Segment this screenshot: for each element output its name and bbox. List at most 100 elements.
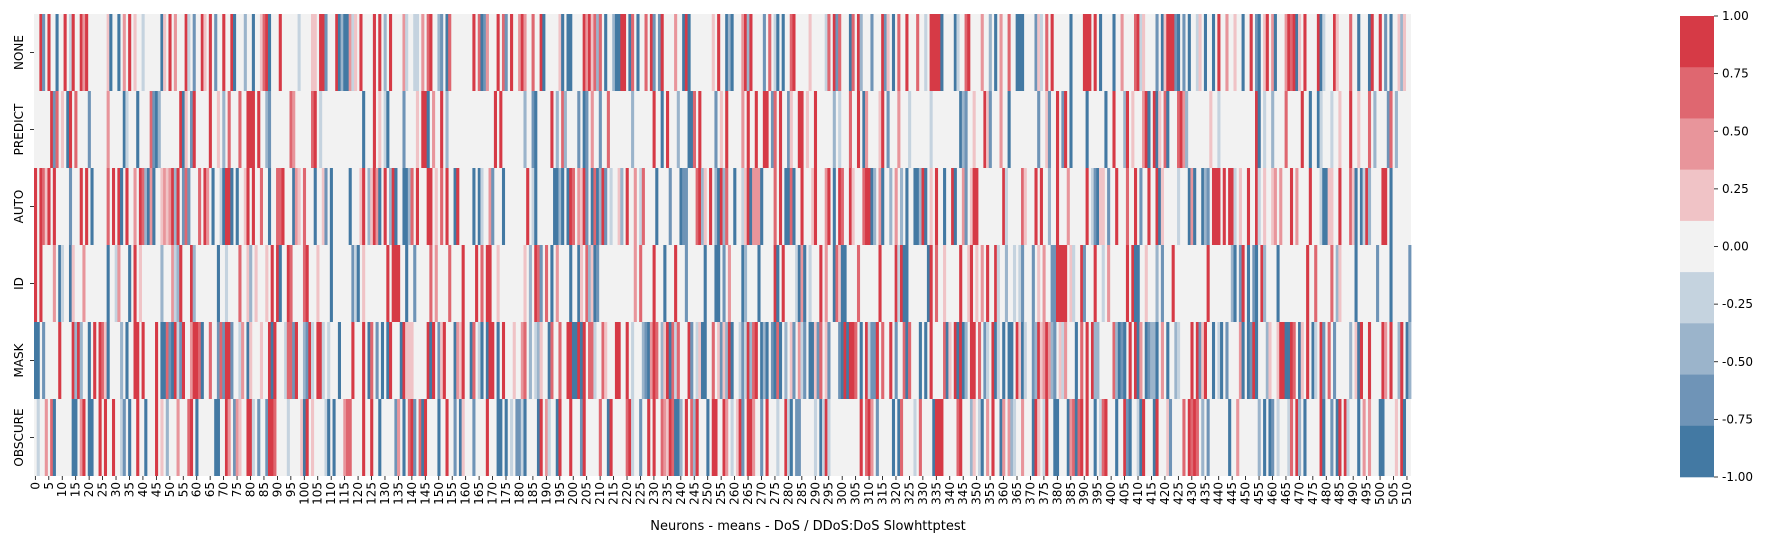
heatmap-cell bbox=[52, 399, 56, 476]
heatmap-cell bbox=[1160, 168, 1164, 245]
heatmap-cell bbox=[85, 168, 89, 245]
heatmap-cell bbox=[324, 168, 328, 245]
heatmap-cell bbox=[1268, 322, 1272, 399]
heatmap-cell bbox=[789, 14, 793, 91]
heatmap-cell bbox=[579, 245, 584, 322]
x-tick-label: 485 bbox=[1333, 482, 1347, 505]
heatmap-cell bbox=[1080, 245, 1084, 322]
heatmap-cell bbox=[657, 14, 662, 91]
heatmap-cell bbox=[1139, 14, 1143, 91]
heatmap-cell bbox=[1370, 14, 1374, 91]
heatmap-cell bbox=[614, 14, 619, 91]
heatmap-cell bbox=[1090, 322, 1095, 399]
heatmap-cell bbox=[181, 322, 186, 399]
heatmap-cell bbox=[727, 245, 731, 322]
heatmap-cell bbox=[867, 399, 871, 476]
heatmap-cell bbox=[606, 91, 610, 168]
heatmap-cell bbox=[1034, 168, 1038, 245]
heatmap-cell bbox=[289, 91, 293, 168]
heatmap-cell bbox=[528, 245, 532, 322]
heatmap-cell bbox=[1012, 245, 1017, 322]
heatmap-cell bbox=[719, 91, 723, 168]
heatmap-cell bbox=[851, 322, 855, 399]
heatmap-cell bbox=[666, 91, 670, 168]
heatmap-cell bbox=[652, 91, 656, 168]
heatmap-cell bbox=[319, 14, 323, 91]
heatmap-cell bbox=[843, 245, 847, 322]
heatmap-cell bbox=[165, 399, 169, 476]
heatmap-cell bbox=[1093, 399, 1097, 476]
heatmap-cell bbox=[921, 168, 925, 245]
heatmap-cell bbox=[397, 399, 401, 476]
heatmap-cell bbox=[488, 322, 492, 399]
heatmap-cell bbox=[249, 322, 253, 399]
heatmap-cell bbox=[698, 91, 702, 168]
heatmap-cell bbox=[354, 14, 358, 91]
heatmap-cell bbox=[569, 168, 573, 245]
heatmap-cell bbox=[34, 168, 38, 245]
heatmap-cell bbox=[254, 245, 258, 322]
x-tick-label: 405 bbox=[1118, 482, 1132, 505]
heatmap-cell bbox=[1123, 399, 1127, 476]
heatmap-cell bbox=[402, 399, 406, 476]
heatmap-cell bbox=[1031, 245, 1035, 322]
heatmap-cell bbox=[241, 322, 245, 399]
x-tick-label: 235 bbox=[660, 482, 674, 505]
heatmap-cell bbox=[585, 91, 589, 168]
heatmap-cell bbox=[924, 168, 928, 245]
y-tick-label: ID bbox=[12, 277, 26, 290]
heatmap-cell bbox=[870, 399, 874, 476]
x-tick-label: 375 bbox=[1037, 482, 1051, 505]
heatmap-cell bbox=[695, 399, 699, 476]
heatmap-cell bbox=[722, 399, 726, 476]
heatmap-cell bbox=[276, 168, 280, 245]
heatmap-cell bbox=[765, 322, 769, 399]
heatmap-cell bbox=[1034, 14, 1038, 91]
x-tick-label: 135 bbox=[391, 482, 405, 505]
heatmap-cell bbox=[690, 322, 694, 399]
heatmap-cell bbox=[929, 168, 933, 245]
heatmap-cell bbox=[1252, 245, 1256, 322]
heatmap-cell bbox=[402, 14, 406, 91]
heatmap-cell bbox=[781, 245, 785, 322]
heatmap-cell bbox=[1333, 14, 1337, 91]
heatmap-cell bbox=[1357, 322, 1361, 399]
heatmap-cell bbox=[797, 322, 801, 399]
heatmap-cell bbox=[523, 245, 527, 322]
heatmap-cell bbox=[485, 322, 489, 399]
heatmap-cell bbox=[536, 322, 541, 399]
heatmap-cell bbox=[1158, 91, 1162, 168]
heatmap-cell bbox=[1246, 245, 1251, 322]
heatmap-cell bbox=[36, 399, 40, 476]
heatmap-cell bbox=[1359, 168, 1363, 245]
heatmap-cell bbox=[1064, 91, 1068, 168]
heatmap-cell bbox=[362, 91, 366, 168]
heatmap-cell bbox=[988, 14, 992, 91]
heatmap-cell bbox=[235, 399, 239, 476]
heatmap-cell bbox=[813, 91, 818, 168]
heatmap-cell bbox=[122, 399, 126, 476]
heatmap-cell bbox=[144, 168, 148, 245]
heatmap-cell bbox=[762, 14, 766, 91]
heatmap-cell bbox=[787, 168, 791, 245]
heatmap-cell bbox=[168, 14, 172, 91]
heatmap-cell bbox=[832, 14, 836, 91]
heatmap-cell bbox=[994, 322, 998, 399]
heatmap-cell bbox=[125, 168, 129, 245]
heatmap-cell bbox=[1217, 168, 1221, 245]
heatmap-cell bbox=[405, 14, 409, 91]
heatmap-cell bbox=[746, 91, 750, 168]
heatmap-cell bbox=[1308, 91, 1312, 168]
heatmap-cell bbox=[313, 168, 317, 245]
heatmap-cell bbox=[238, 399, 242, 476]
heatmap-cell bbox=[1357, 14, 1361, 91]
heatmap-cell bbox=[432, 322, 436, 399]
heatmap-cell bbox=[819, 399, 823, 476]
heatmap-cell bbox=[983, 91, 987, 168]
heatmap-cell bbox=[918, 168, 922, 245]
heatmap-cell bbox=[776, 245, 780, 322]
heatmap-cell bbox=[531, 168, 535, 245]
heatmap-cell bbox=[397, 245, 401, 322]
heatmap-cell bbox=[292, 322, 296, 399]
heatmap-cell bbox=[179, 322, 183, 399]
